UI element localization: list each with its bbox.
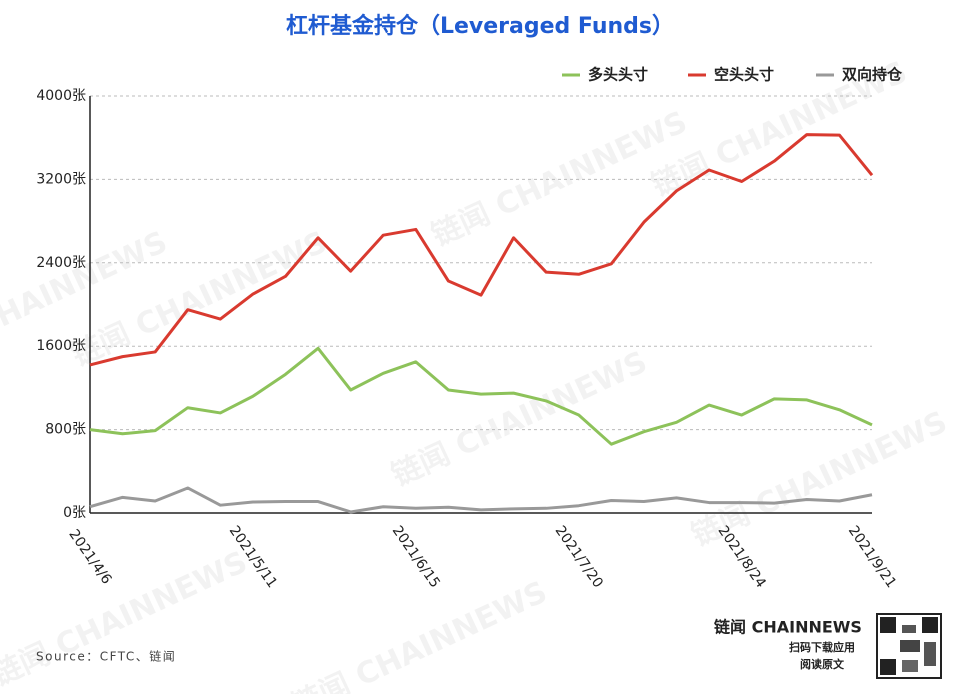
watermark: 链闻 CHAINNEWS bbox=[0, 545, 253, 694]
brand: 链闻 CHAINNEWS bbox=[714, 618, 862, 637]
x-tick-label: 2021/9/21 bbox=[845, 523, 899, 591]
x-tick-label: 2021/6/15 bbox=[389, 523, 443, 591]
source: Source：CFTC、链闻 bbox=[36, 649, 176, 664]
chart-title: 杠杆基金持仓（Leveraged Funds） bbox=[286, 13, 674, 39]
series-line bbox=[89, 486, 873, 514]
legend-item: 空头头寸 bbox=[688, 66, 774, 84]
legend-item: 双向持仓 bbox=[816, 66, 903, 84]
legend-item: 多头头寸 bbox=[562, 66, 648, 84]
watermark: 链闻 CHAINNEWS bbox=[66, 225, 332, 374]
y-tick-label: 3200张 bbox=[36, 171, 86, 187]
download-text: 扫码下载应用 bbox=[789, 640, 855, 654]
qr-code[interactable] bbox=[876, 613, 942, 679]
watermark: 链闻 CHAINNEWS bbox=[386, 345, 652, 494]
y-tick-label: 2400张 bbox=[36, 255, 86, 271]
x-tick-label: 2021/4/6 bbox=[65, 527, 114, 588]
read-text: 阅读原文 bbox=[800, 657, 845, 671]
series-line bbox=[89, 346, 873, 446]
legend-label: 多头头寸 bbox=[588, 66, 648, 84]
watermark: 链闻 CHAINNEWS bbox=[286, 575, 552, 694]
legend-label: 双向持仓 bbox=[842, 66, 903, 84]
y-tick-label: 4000张 bbox=[36, 88, 86, 104]
y-tick-label: 800张 bbox=[45, 422, 86, 438]
y-tick-label: 0张 bbox=[63, 505, 86, 521]
legend-label: 空头头寸 bbox=[714, 66, 774, 84]
series-line bbox=[89, 133, 874, 367]
x-tick-label: 2021/7/20 bbox=[552, 523, 606, 591]
y-tick-label: 1600张 bbox=[36, 338, 86, 354]
